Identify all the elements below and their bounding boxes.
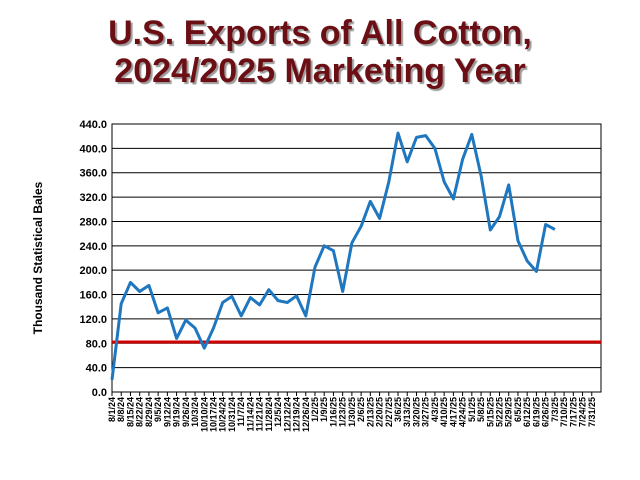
x-tick-label: 8/29/24	[144, 397, 154, 427]
x-tick-label: 1/23/25	[338, 397, 348, 427]
x-tick-label: 6/5/25	[513, 397, 523, 422]
y-axis-ticks: 0.0 40.0 80.0 120.0 160.0 200.0 240.0 280.0 320.…	[79, 119, 107, 399]
x-tick-label: 11/7/24	[236, 397, 246, 427]
plot-area	[111, 123, 602, 393]
x-tick-label: 1/2/25	[310, 397, 320, 422]
x-tick-label: 6/26/25	[541, 397, 551, 427]
x-tick-label: 8/1/24	[107, 397, 117, 422]
x-tick-label: 10/17/24	[208, 397, 218, 432]
x-tick-label: 4/10/25	[439, 397, 449, 427]
y-tick-label: 160.0	[79, 290, 107, 302]
x-tick-label: 4/17/25	[448, 397, 458, 427]
y-tick-label: 320.0	[79, 192, 107, 204]
x-tick-label: 1/9/25	[319, 397, 329, 422]
y-tick-label: 400.0	[79, 143, 107, 155]
x-tick-label: 8/22/24	[135, 397, 145, 427]
x-tick-label: 2/27/25	[384, 397, 394, 427]
x-tick-label: 5/22/25	[495, 397, 505, 427]
y-tick-label: 200.0	[79, 265, 107, 277]
chart-title-line-2: 2024/2025 Marketing Year	[114, 52, 526, 90]
grid-lines	[112, 147, 601, 369]
y-tick-label: 80.0	[86, 338, 107, 350]
x-tick-label: 1/16/25	[328, 397, 338, 427]
x-tick-label: 7/31/25	[587, 397, 597, 427]
x-tick-label: 8/15/24	[125, 397, 135, 427]
y-tick-label: 0.0	[92, 387, 107, 399]
x-tick-label: 11/28/24	[264, 397, 274, 432]
x-tick-label: 5/15/25	[485, 397, 495, 427]
y-tick-label: 120.0	[79, 314, 107, 326]
x-tick-label: 3/20/25	[411, 397, 421, 427]
y-tick-label: 240.0	[79, 241, 107, 253]
x-tick-label: 4/24/25	[458, 397, 468, 427]
x-tick-label: 3/6/25	[393, 397, 403, 422]
chart-title-line-1: U.S. Exports of All Cotton,	[108, 14, 532, 52]
y-tick-label: 360.0	[79, 168, 107, 180]
x-tick-label: 5/1/25	[467, 397, 477, 422]
x-tick-label: 9/19/24	[172, 397, 182, 427]
x-tick-label: 12/5/24	[273, 397, 283, 427]
x-tick-label: 2/6/25	[356, 397, 366, 422]
chart-title: U.S. Exports of All Cotton, 2024/2025 Ma…	[0, 14, 640, 90]
x-tick-label: 7/3/25	[550, 397, 560, 422]
x-tick-label: 11/21/24	[255, 397, 265, 432]
x-tick-label: 10/3/24	[190, 397, 200, 427]
x-tick-label: 2/20/25	[375, 397, 385, 427]
x-tick-label: 10/31/24	[227, 397, 237, 432]
series-line-exports	[110, 131, 556, 380]
x-tick-label: 9/12/24	[162, 397, 172, 427]
x-tick-label: 12/19/24	[292, 397, 302, 432]
y-tick-label: 440.0	[79, 119, 107, 131]
x-tick-label: 5/8/25	[476, 397, 486, 422]
x-tick-label: 3/27/25	[421, 397, 431, 427]
x-tick-label: 7/17/25	[568, 397, 578, 427]
x-tick-label: 3/13/25	[402, 397, 412, 427]
y-tick-label: 280.0	[79, 216, 107, 228]
x-tick-label: 4/3/25	[430, 397, 440, 422]
x-tick-label: 6/19/25	[531, 397, 541, 427]
x-tick-label: 8/8/24	[116, 397, 126, 422]
x-tick-label: 6/12/25	[522, 397, 532, 427]
x-tick-label: 12/12/24	[282, 397, 292, 432]
x-axis-ticks: 8/1/24 8/8/24 8/15/24 8/22/24 8/29/24 9/5/24 9…	[107, 392, 597, 432]
y-tick-label: 40.0	[86, 363, 107, 375]
x-tick-label: 9/26/24	[181, 397, 191, 427]
x-tick-label: 7/10/25	[559, 397, 569, 427]
y-axis-label: Thousand Statistical Bales	[31, 181, 45, 334]
x-tick-label: 9/5/24	[153, 397, 163, 422]
x-tick-label: 12/26/24	[301, 397, 311, 432]
x-tick-label: 11/14/24	[245, 397, 255, 432]
x-tick-label: 10/10/24	[199, 397, 209, 432]
x-tick-label: 5/29/25	[504, 397, 514, 427]
x-tick-label: 1/30/25	[347, 397, 357, 427]
x-tick-label: 7/24/25	[578, 397, 588, 427]
x-tick-label: 10/24/24	[218, 397, 228, 432]
x-tick-label: 2/13/25	[365, 397, 375, 427]
